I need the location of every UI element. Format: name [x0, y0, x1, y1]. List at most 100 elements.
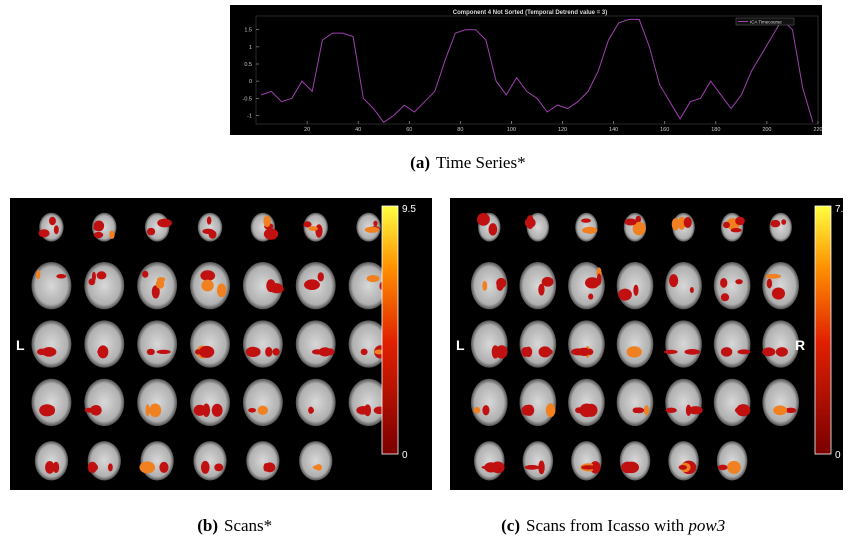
activation-blob — [488, 223, 497, 235]
caption-label: (b) — [197, 516, 218, 535]
brain-slice — [471, 320, 508, 367]
x-tick-label: 200 — [762, 127, 771, 133]
activation-blob — [263, 463, 268, 471]
x-tick-label: 120 — [558, 127, 567, 133]
brain-slice — [299, 441, 332, 480]
brain-slice — [84, 262, 124, 309]
activation-blob — [539, 346, 552, 357]
colorbar-min: 0 — [402, 450, 408, 461]
activation-blob — [315, 349, 324, 354]
brain-slice — [762, 320, 799, 367]
x-tick-label: 60 — [406, 127, 412, 133]
activation-blob — [309, 226, 318, 231]
caption-text: Scans from Icasso with — [526, 516, 685, 535]
brain-slice — [519, 320, 556, 367]
activation-blob — [618, 289, 632, 301]
activation-blob — [770, 220, 780, 227]
brain-slice — [714, 379, 751, 426]
activation-blob — [718, 465, 728, 471]
activation-blob — [581, 219, 591, 223]
activation-blob — [265, 347, 272, 357]
activation-blob — [482, 405, 489, 415]
activation-blob — [577, 348, 591, 356]
activation-blob — [109, 231, 114, 239]
brain-slice — [769, 213, 791, 242]
activation-blob — [303, 221, 311, 227]
activation-blob — [588, 294, 593, 300]
activation-blob — [731, 228, 742, 232]
brain-slice — [190, 379, 230, 426]
activation-blob — [201, 280, 213, 292]
activation-blob — [53, 462, 59, 473]
activation-blob — [720, 278, 727, 288]
activation-blob — [762, 347, 775, 356]
colorbar — [815, 206, 831, 454]
activation-blob — [522, 405, 535, 416]
activation-blob — [201, 461, 210, 474]
activation-blob — [495, 345, 507, 358]
activation-blob — [538, 460, 544, 474]
activation-blob — [679, 465, 687, 470]
brain-slice — [571, 441, 602, 480]
activation-blob — [194, 405, 206, 416]
activation-blob — [266, 279, 275, 292]
y-tick-label: 0 — [249, 79, 252, 85]
activation-blob — [49, 217, 56, 225]
activation-blob — [207, 217, 212, 225]
side-label: L — [456, 337, 465, 353]
brain-slice — [665, 379, 702, 426]
activation-blob — [525, 347, 533, 357]
activation-blob — [669, 274, 678, 287]
x-tick-label: 80 — [457, 127, 463, 133]
activation-blob — [365, 227, 379, 233]
activation-blob — [308, 407, 313, 414]
activation-blob — [684, 217, 692, 228]
caption-label: (c) — [501, 516, 520, 535]
activation-blob — [546, 403, 556, 417]
activation-blob — [248, 408, 256, 413]
brain-slice — [568, 379, 605, 426]
activation-blob — [373, 221, 377, 227]
activation-blob — [56, 274, 66, 279]
brain-slice — [137, 320, 177, 367]
activation-blob — [156, 279, 165, 288]
activation-blob — [246, 347, 261, 357]
colorbar-min: 0 — [835, 450, 841, 461]
activation-blob — [690, 287, 694, 293]
brain-slice — [665, 320, 702, 367]
brain-slice — [246, 441, 279, 480]
activation-blob — [538, 284, 544, 296]
activation-blob — [318, 272, 324, 281]
activation-blob — [633, 285, 638, 296]
brain-slice — [190, 320, 230, 367]
activation-blob — [772, 288, 785, 300]
activation-blob — [688, 406, 703, 414]
brain-slice — [35, 441, 68, 480]
side-label: R — [795, 337, 805, 353]
activation-blob — [721, 347, 732, 356]
activation-blob — [84, 408, 95, 413]
activation-blob — [142, 271, 148, 278]
activation-blob — [735, 279, 743, 284]
activation-blob — [497, 282, 504, 291]
activation-blob — [592, 462, 599, 474]
activation-blob — [781, 219, 786, 225]
y-tick-label: -1 — [247, 113, 252, 119]
activation-blob — [94, 232, 103, 238]
activation-blob — [97, 271, 107, 279]
brain-slice — [568, 320, 605, 367]
activation-blob — [147, 349, 155, 355]
brain-slice — [296, 379, 336, 426]
activation-blob — [361, 349, 368, 355]
activation-blob — [108, 463, 113, 471]
x-tick-label: 40 — [355, 127, 361, 133]
activation-blob — [684, 349, 700, 355]
caption-text: Scans* — [224, 516, 272, 535]
activation-blob — [484, 462, 497, 472]
activation-blob — [147, 228, 155, 236]
colorbar-max: 9.5 — [402, 204, 416, 215]
activation-blob — [767, 279, 772, 289]
side-label: L — [16, 337, 25, 353]
activation-blob — [315, 464, 322, 470]
activation-blob — [525, 465, 535, 469]
